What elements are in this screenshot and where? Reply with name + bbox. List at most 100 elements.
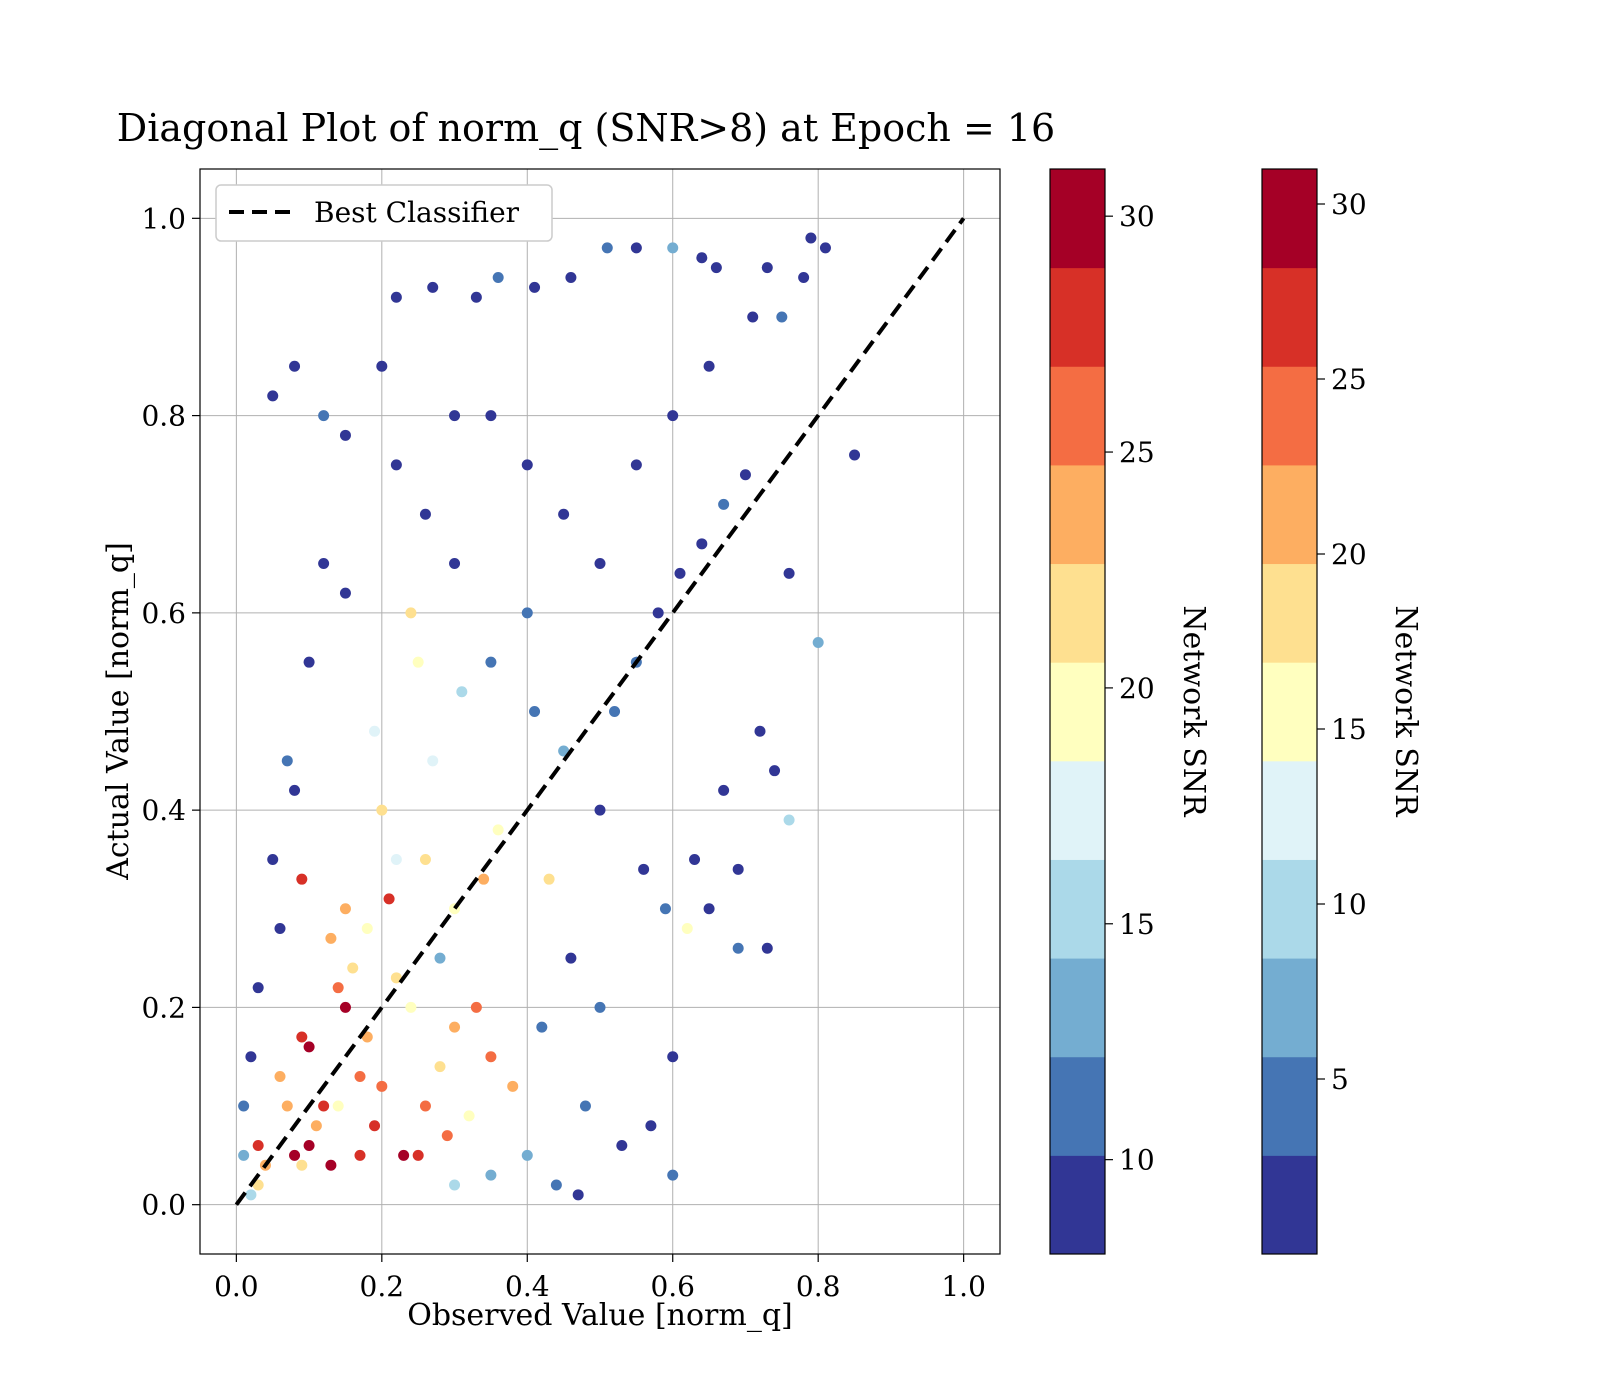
scatter-point bbox=[332, 1100, 344, 1112]
scatter-point bbox=[281, 1100, 293, 1112]
scatter-point bbox=[361, 923, 373, 934]
colorbar-1-block-7 bbox=[1050, 464, 1105, 565]
scatter-point bbox=[478, 873, 490, 885]
scatter-point bbox=[325, 932, 337, 944]
scatter-point bbox=[463, 1110, 475, 1122]
colorbar-2-label: Network SNR bbox=[1388, 605, 1423, 818]
colorbar-1-blocks bbox=[1050, 169, 1105, 1255]
scatter-point bbox=[274, 1070, 286, 1082]
scatter-point bbox=[339, 587, 351, 599]
legend-box bbox=[215, 184, 553, 242]
scatter-point bbox=[347, 962, 359, 974]
scatter-point bbox=[819, 242, 831, 254]
best-classifier-line bbox=[234, 217, 966, 1206]
scatter-point bbox=[332, 982, 344, 994]
legend-label: Best Classifier bbox=[314, 196, 520, 229]
scatter-point bbox=[485, 410, 497, 422]
scatter-point bbox=[521, 459, 533, 471]
scatter-point bbox=[238, 1100, 250, 1112]
colorbar-2: 5 10 15 20 25 30 Network SNR bbox=[1261, 168, 1423, 1255]
scatter-point bbox=[761, 942, 773, 954]
colorbar-2-block-7 bbox=[1262, 464, 1317, 565]
scatter-point bbox=[667, 1051, 679, 1063]
chart-title: Diagonal Plot of norm_q (SNR>8) at Epoch… bbox=[117, 106, 1055, 151]
scatter-point bbox=[252, 1179, 264, 1191]
scatter-point bbox=[565, 272, 577, 283]
scatter-point bbox=[318, 1100, 330, 1112]
scatter-point bbox=[296, 1031, 308, 1043]
scatter-point bbox=[805, 232, 817, 244]
colorbar-2-tick-label-5: 30 bbox=[1331, 188, 1367, 221]
colorbar-1-block-9 bbox=[1050, 267, 1105, 367]
colorbar-2-tick-label-4: 25 bbox=[1331, 363, 1367, 396]
scatter-point bbox=[761, 262, 773, 274]
y-axis-ticks: 0.0 0.2 0.4 0.6 0.8 1.0 bbox=[141, 202, 200, 1222]
scatter-point bbox=[703, 360, 715, 372]
scatter-point bbox=[354, 1070, 366, 1082]
y-tick-label-2: 0.4 bbox=[141, 794, 186, 827]
scatter-point bbox=[521, 607, 533, 619]
x-tick-label-3: 0.6 bbox=[650, 1270, 695, 1303]
scatter-point bbox=[529, 706, 541, 717]
colorbar-1-block-1 bbox=[1050, 1056, 1105, 1156]
colorbar-1-ticks: 10 15 20 25 30 bbox=[1105, 200, 1155, 1177]
colorbar-2-tick-label-0: 5 bbox=[1331, 1063, 1349, 1096]
scatter-point bbox=[252, 982, 264, 994]
scatter-point bbox=[419, 1100, 431, 1112]
scatter-point bbox=[412, 1149, 424, 1161]
scatter-point bbox=[449, 558, 461, 570]
scatter-point bbox=[361, 1031, 373, 1043]
scatter-points bbox=[238, 232, 861, 1201]
scatter-point bbox=[558, 508, 570, 520]
scatter-point bbox=[289, 784, 301, 796]
y-tick-label-0: 0.0 bbox=[141, 1189, 186, 1222]
scatter-point bbox=[274, 923, 286, 934]
scatter-point bbox=[369, 1120, 381, 1132]
scatter-point bbox=[339, 903, 351, 915]
scatter-point bbox=[674, 567, 686, 579]
scatter-point bbox=[390, 291, 402, 303]
scatter-point bbox=[419, 508, 431, 520]
colorbar-1-tick-label-0: 10 bbox=[1119, 1144, 1155, 1177]
scatter-point bbox=[798, 272, 810, 283]
colorbar-2-block-6 bbox=[1262, 563, 1317, 663]
colorbar-1-block-0 bbox=[1050, 1155, 1105, 1255]
scatter-point bbox=[667, 410, 679, 422]
scatter-point bbox=[303, 656, 315, 668]
y-tick-label-5: 1.0 bbox=[141, 202, 186, 235]
colorbar-1-block-3 bbox=[1050, 859, 1105, 959]
scatter-point bbox=[696, 252, 708, 264]
scatter-point bbox=[776, 311, 788, 323]
scatter-point bbox=[696, 538, 708, 550]
colorbar-2-block-1 bbox=[1262, 1056, 1317, 1156]
scatter-point bbox=[485, 1051, 497, 1063]
colorbar-1: 10 15 20 25 30 Network SNR bbox=[1049, 168, 1211, 1255]
legend: Best Classifier bbox=[215, 184, 553, 242]
scatter-point bbox=[449, 1021, 461, 1033]
scatter-point bbox=[318, 410, 330, 422]
scatter-point bbox=[238, 1149, 250, 1161]
scatter-point bbox=[354, 1149, 366, 1161]
y-tick-label-1: 0.2 bbox=[141, 991, 186, 1024]
x-axis-label: Observed Value [norm_q] bbox=[407, 1298, 793, 1333]
plot-area: 0.0 0.2 0.4 0.6 0.8 1.0 0.0 0.2 0.4 0.6 0.8 1.0 Be… bbox=[141, 168, 1001, 1303]
x-axis-ticks: 0.0 0.2 0.4 0.6 0.8 1.0 bbox=[214, 1254, 986, 1303]
scatter-point bbox=[659, 903, 671, 915]
scatter-point bbox=[376, 804, 388, 816]
colorbar-2-block-10 bbox=[1262, 169, 1317, 269]
x-tick-label-2: 0.4 bbox=[505, 1270, 550, 1303]
scatter-point bbox=[754, 725, 766, 737]
scatter-point bbox=[252, 1140, 264, 1151]
scatter-point bbox=[245, 1189, 257, 1201]
scatter-point bbox=[536, 1021, 548, 1033]
colorbar-1-block-10 bbox=[1050, 169, 1105, 269]
colorbar-2-block-4 bbox=[1262, 760, 1317, 860]
scatter-point bbox=[747, 311, 759, 323]
scatter-point bbox=[267, 853, 279, 865]
scatter-point bbox=[579, 1100, 591, 1112]
scatter-point bbox=[303, 1140, 315, 1151]
scatter-point bbox=[390, 853, 402, 865]
scatter-point bbox=[609, 706, 621, 717]
colorbar-2-block-9 bbox=[1262, 267, 1317, 367]
scatter-point bbox=[507, 1080, 519, 1092]
